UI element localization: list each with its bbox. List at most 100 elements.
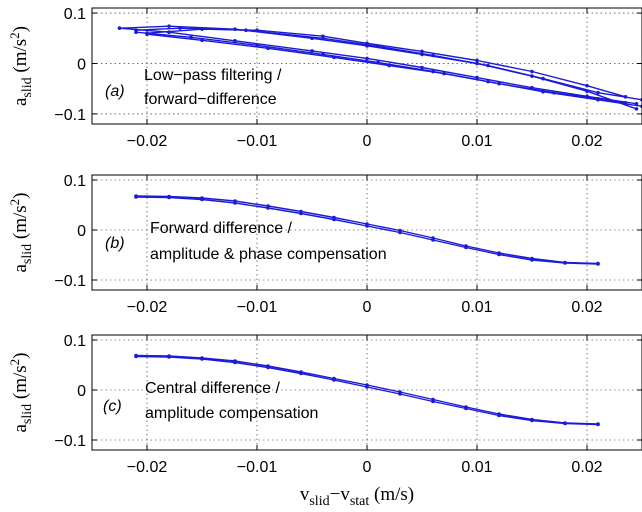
data-point — [167, 355, 171, 359]
series-line-2 — [119, 27, 637, 105]
series-line-6 — [146, 33, 626, 104]
data-point — [464, 406, 468, 411]
x-tick-label: −0.02 — [127, 133, 168, 150]
data-point — [530, 418, 534, 423]
x-tick-label: 0 — [363, 133, 372, 150]
y-tick-label: −0.1 — [54, 107, 86, 124]
x-tick-label: 0 — [363, 299, 372, 316]
data-point — [321, 34, 325, 39]
series-group — [134, 353, 600, 427]
data-point — [563, 421, 567, 426]
data-point — [552, 90, 556, 95]
data-point — [310, 49, 314, 53]
y-tick-label: 0 — [77, 383, 86, 400]
y-tick-label: 0.1 — [64, 6, 86, 23]
panel-annotation: amplitude & phase compensation — [150, 246, 387, 263]
x-tick-label: 0.02 — [571, 459, 602, 476]
panel-annotation: forward−difference — [144, 91, 277, 108]
series-group — [134, 194, 600, 266]
data-point — [530, 69, 534, 74]
panel-tag: (c) — [103, 398, 122, 415]
data-point — [398, 392, 402, 396]
panel-3: −0.02 −0.01 0 0.01 0.02 0.1 0 −0.1 (c) Central di… — [7, 333, 642, 509]
y-tick-label: 0 — [77, 223, 86, 240]
y-tick-label: 0.1 — [64, 173, 86, 190]
data-point — [200, 27, 204, 31]
data-point — [420, 49, 424, 54]
x-tick-label: 0.02 — [571, 299, 602, 316]
data-point — [200, 357, 204, 361]
data-point — [200, 197, 204, 202]
x-tick-label: 0 — [363, 459, 372, 476]
x-tick-label: 0.01 — [461, 299, 492, 316]
data-point — [266, 206, 270, 210]
panel-annotation: Central difference / — [145, 380, 280, 397]
data-point — [623, 94, 628, 99]
data-point — [332, 217, 336, 222]
data-point — [167, 195, 171, 200]
data-point — [255, 28, 259, 32]
data-point — [585, 83, 589, 88]
x-tick-label: −0.01 — [237, 299, 278, 316]
panel-annotation: Forward difference / — [150, 220, 293, 237]
panel-annotation: Low−pass filtering / — [144, 67, 282, 84]
panel-tag: (b) — [105, 235, 125, 252]
data-point — [431, 399, 435, 404]
y-axis-label: aslid (m/s2) — [7, 26, 35, 106]
data-point — [596, 262, 600, 266]
x-tick-label: 0.01 — [461, 459, 492, 476]
data-point — [475, 58, 479, 63]
x-tick-label: −0.02 — [127, 459, 168, 476]
data-point — [420, 65, 424, 70]
data-point — [365, 41, 369, 46]
data-point — [365, 56, 369, 61]
data-point — [387, 63, 391, 68]
data-point — [332, 55, 336, 60]
data-point — [497, 252, 501, 257]
series-line-5 — [146, 28, 626, 98]
data-point — [398, 230, 402, 235]
data-point — [623, 101, 628, 105]
x-tick-label: −0.01 — [237, 459, 278, 476]
data-point — [475, 75, 479, 80]
x-axis-label: vslid−vstat (m/s) — [300, 484, 414, 509]
data-point — [189, 35, 193, 40]
y-tick-label: −0.1 — [54, 433, 86, 450]
data-point — [117, 26, 122, 30]
data-point — [486, 63, 490, 68]
data-point — [233, 360, 237, 365]
series-line-4 — [135, 31, 642, 107]
data-point — [365, 224, 369, 228]
data-point — [634, 107, 639, 111]
x-tick-label: −0.02 — [127, 299, 168, 316]
data-point — [431, 53, 435, 58]
data-point — [497, 413, 501, 418]
data-point — [134, 195, 138, 199]
x-tick-label: −0.01 — [237, 133, 278, 150]
data-point — [299, 211, 303, 216]
x-tick-label: 0.01 — [461, 133, 492, 150]
y-tick-label: 0.1 — [64, 333, 86, 350]
data-point — [266, 46, 270, 51]
data-point — [442, 71, 446, 76]
data-point — [233, 201, 237, 205]
panel-1: −0.02 −0.01 0 0.01 0.02 0.1 0 −0.1 (a) Low−pass f… — [7, 6, 642, 150]
data-point — [596, 422, 600, 427]
data-point — [200, 38, 204, 43]
data-point — [145, 32, 149, 37]
y-tick-label: −0.1 — [54, 273, 86, 290]
y-axis-label: aslid (m/s2) — [7, 192, 35, 272]
data-point — [596, 96, 600, 101]
panel-tag: (a) — [105, 83, 125, 100]
data-point — [332, 378, 336, 382]
panel-2: −0.02 −0.01 0 0.01 0.02 0.1 0 −0.1 (b) Forward di… — [7, 173, 642, 316]
data-point — [497, 81, 501, 86]
y-tick-label: 0 — [77, 56, 86, 73]
data-point — [464, 245, 468, 250]
data-point — [134, 354, 138, 359]
panel-annotation: amplitude compensation — [145, 405, 318, 422]
data-point — [563, 261, 567, 265]
data-point — [178, 26, 182, 30]
data-point — [134, 30, 138, 35]
